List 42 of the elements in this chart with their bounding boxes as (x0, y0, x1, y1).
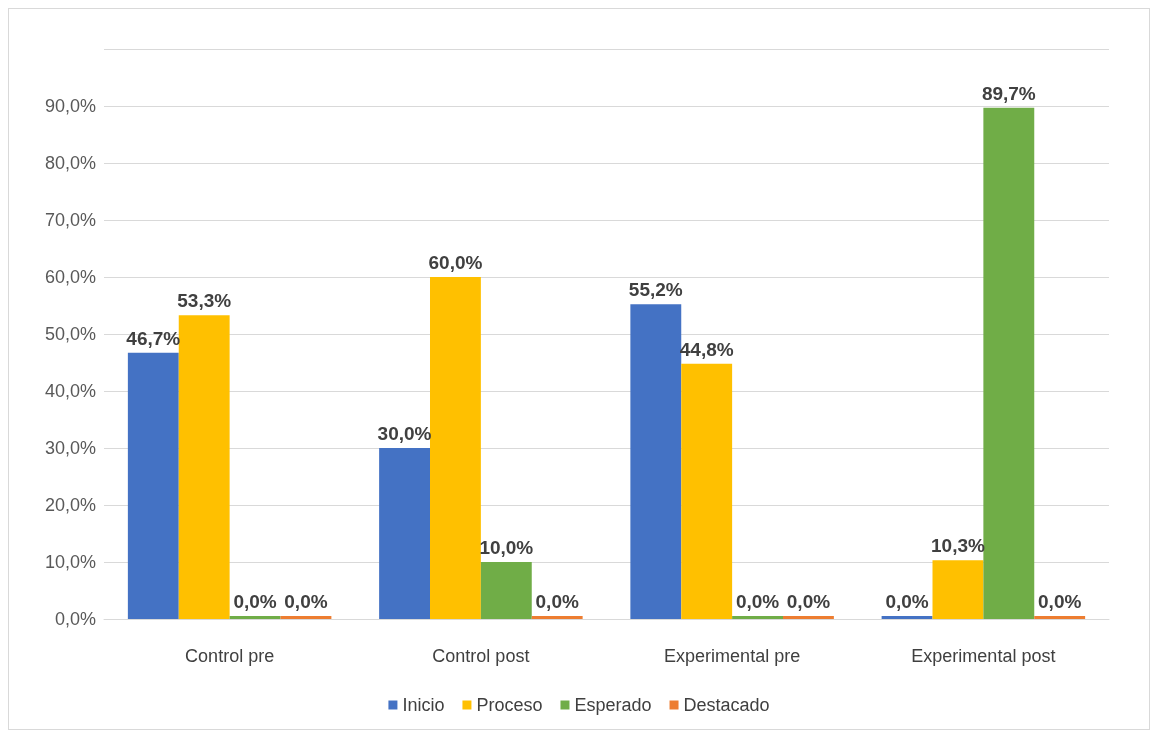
legend-label: Esperado (574, 695, 652, 715)
data-label: 0,0% (735, 591, 780, 612)
data-label: 89,7% (981, 82, 1036, 104)
data-label: 0,0% (1038, 591, 1082, 612)
y-tick-label: 80,0% (44, 153, 96, 173)
y-tick-label: 70,0% (44, 210, 96, 230)
data-label: 0,0% (535, 591, 579, 612)
bar (732, 616, 783, 619)
y-tick-label: 0,0% (54, 609, 96, 629)
legend-label: Proceso (476, 695, 543, 715)
bar (178, 315, 230, 619)
data-label: 0,0% (233, 591, 277, 612)
x-tick-label: Control post (432, 646, 530, 666)
bar (379, 448, 430, 619)
bar (630, 304, 682, 619)
x-tick-label: Experimental pre (664, 646, 801, 666)
x-tick-label: Experimental post (911, 646, 1056, 666)
bar (229, 616, 281, 619)
bar (430, 277, 481, 619)
x-tick-label: Control pre (185, 646, 275, 666)
y-tick-label: 20,0% (44, 495, 96, 515)
bar (531, 616, 583, 619)
data-label: 53,3% (177, 290, 232, 312)
y-tick-label: 60,0% (44, 267, 96, 287)
data-label: 60,0% (428, 252, 483, 273)
data-label: 55,2% (628, 279, 683, 301)
bar (1034, 616, 1086, 619)
y-tick-label: 50,0% (44, 324, 96, 344)
legend-label: Destacado (683, 695, 770, 715)
data-label: 0,0% (786, 591, 831, 612)
bar (127, 352, 179, 619)
y-tick-label: 10,0% (44, 552, 96, 572)
bar (783, 616, 834, 619)
bar (681, 363, 733, 619)
data-label: 0,0% (284, 591, 328, 612)
y-tick-label: 90,0% (44, 96, 96, 116)
bar (280, 616, 332, 619)
y-tick-label: 30,0% (44, 438, 96, 458)
legend-label: Inicio (402, 695, 445, 715)
y-tick-label: 40,0% (44, 381, 96, 401)
data-label: 0,0% (885, 591, 929, 612)
bar (881, 616, 933, 619)
